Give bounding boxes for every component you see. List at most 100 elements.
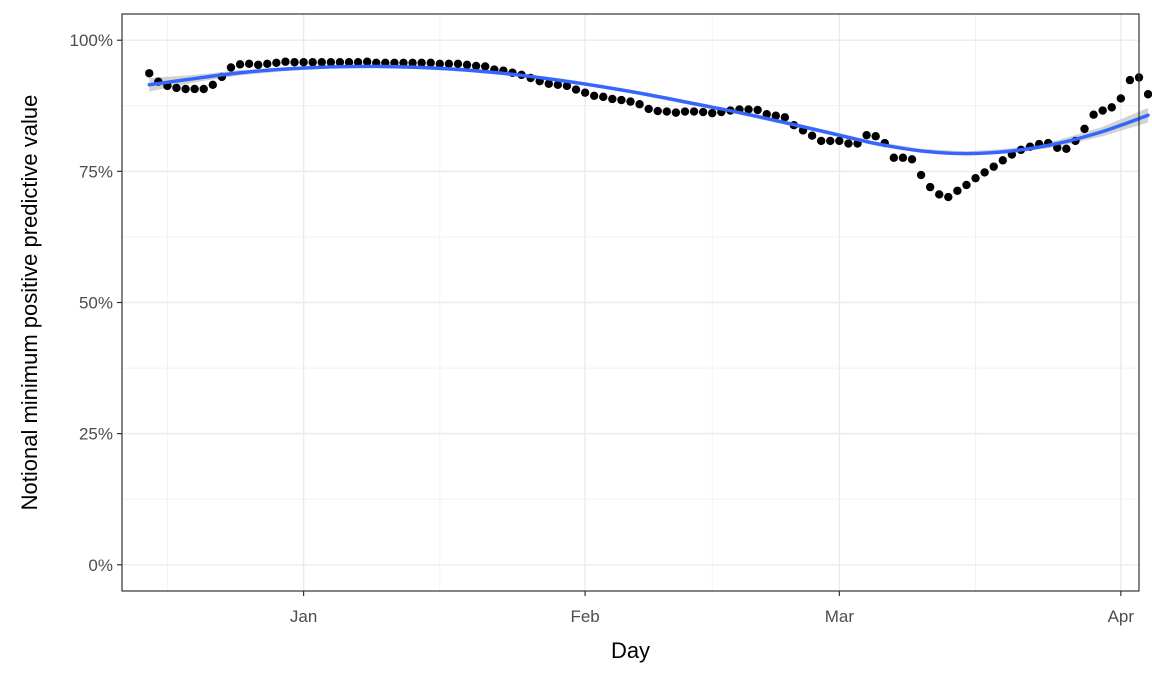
data-point: [199, 84, 208, 94]
data-point: [608, 94, 617, 104]
y-tick-label: 100%: [70, 31, 113, 50]
y-tick-label: 75%: [79, 162, 113, 181]
data-point: [317, 58, 326, 67]
data-point: [953, 186, 962, 195]
data-point: [980, 168, 989, 177]
data-point: [816, 136, 826, 146]
x-tick-label: Mar: [825, 607, 855, 626]
data-point: [353, 58, 363, 67]
data-point: [471, 61, 481, 71]
data-point: [362, 57, 372, 66]
major-gridlines: [122, 14, 1139, 591]
data-point: [544, 79, 553, 88]
data-point: [481, 62, 490, 71]
data-point: [235, 60, 245, 69]
data-point: [962, 180, 971, 190]
x-axis-title: Day: [611, 638, 650, 663]
data-point: [299, 58, 308, 67]
data-point: [190, 84, 199, 94]
data-point: [744, 105, 753, 114]
data-point: [308, 58, 317, 67]
data-point: [589, 91, 599, 101]
data-point: [263, 59, 272, 69]
data-point: [708, 108, 717, 118]
data-point: [835, 136, 844, 146]
x-tick-label: Jan: [290, 607, 317, 626]
data-point: [1080, 124, 1089, 134]
data-point: [145, 69, 154, 78]
data-point: [226, 63, 236, 72]
data-point: [181, 84, 190, 94]
data-point: [635, 100, 644, 109]
data-point: [644, 104, 653, 114]
data-point: [281, 57, 290, 66]
data-point: [998, 156, 1007, 165]
data-point: [844, 139, 853, 148]
data-point: [426, 58, 435, 67]
data-point: [807, 131, 817, 140]
smooth-trend: [147, 64, 1150, 156]
y-tick-label: 25%: [79, 425, 113, 444]
data-point: [762, 109, 771, 119]
data-point: [671, 108, 681, 117]
data-point: [871, 132, 880, 141]
data-point: [1062, 144, 1071, 154]
data-point: [326, 58, 336, 67]
data-point: [1143, 90, 1152, 99]
data-point: [1089, 110, 1098, 119]
data-point: [562, 81, 572, 91]
data-point: [571, 85, 581, 94]
data-point: [254, 60, 263, 70]
data-point: [916, 170, 926, 180]
data-point: [944, 192, 953, 202]
data-point: [290, 58, 299, 67]
data-point: [1125, 75, 1135, 85]
data-point: [417, 58, 426, 67]
data-point: [553, 80, 563, 90]
data-point: [444, 59, 454, 69]
data-point: [435, 59, 445, 69]
x-tick-label: Apr: [1108, 607, 1135, 626]
y-axis-title: Notional minimum positive predictive val…: [17, 95, 42, 511]
y-tick-label: 0%: [88, 556, 113, 575]
data-point: [408, 58, 417, 67]
data-point: [599, 92, 608, 102]
data-point: [244, 59, 254, 69]
data-point: [399, 58, 408, 67]
y-axis: 0% 25% 50% 75% 100%: [70, 31, 122, 575]
data-point: [753, 105, 762, 115]
data-point: [826, 136, 835, 146]
data-point: [208, 80, 218, 90]
data-point: [626, 97, 635, 106]
x-axis: Jan Feb Mar Apr: [290, 591, 1135, 626]
data-point: [335, 58, 345, 67]
data-point: [907, 155, 917, 164]
data-point: [689, 107, 699, 116]
data-point: [780, 113, 790, 122]
data-point: [680, 107, 690, 116]
data-point: [390, 58, 399, 67]
data-point: [653, 106, 662, 116]
data-point: [580, 88, 590, 97]
data-point: [272, 58, 281, 67]
x-tick-label: Feb: [570, 607, 599, 626]
data-point: [1098, 106, 1107, 115]
data-point: [862, 130, 871, 140]
data-point: [935, 190, 944, 199]
data-point: [1107, 103, 1116, 112]
data-point: [453, 59, 463, 69]
data-point: [925, 182, 935, 192]
data-point: [1116, 94, 1126, 103]
y-tick-label: 50%: [79, 294, 113, 313]
smooth-line: [147, 64, 1150, 156]
data-point: [698, 107, 708, 117]
data-point: [771, 111, 780, 120]
data-point: [889, 153, 899, 162]
data-point: [617, 95, 626, 105]
data-point: [462, 60, 472, 70]
data-point: [172, 83, 181, 93]
data-point: [898, 153, 908, 162]
data-point: [989, 162, 998, 171]
